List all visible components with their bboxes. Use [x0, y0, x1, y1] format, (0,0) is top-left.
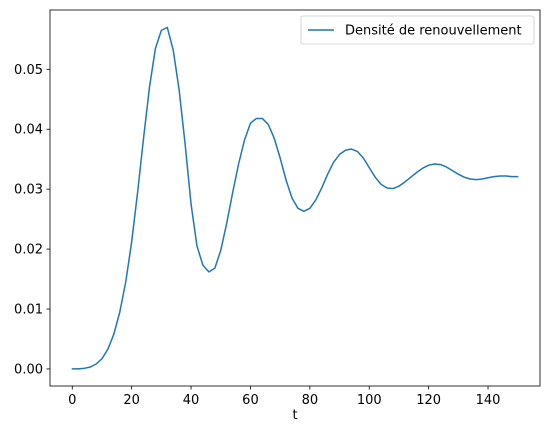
x-tick-label: 80 [302, 393, 319, 408]
x-tick-label: 140 [476, 393, 501, 408]
y-tick-label: 0.05 [14, 63, 43, 78]
x-tick-label: 120 [416, 393, 441, 408]
legend-entry-label: Densité de renouvellement [345, 24, 522, 39]
x-tick-label: 0 [68, 393, 76, 408]
axes-frame [49, 9, 541, 387]
y-tick-label: 0.03 [14, 183, 43, 198]
legend: Densité de renouvellement [300, 15, 535, 45]
y-axis-ticks: 0.00 0.01 0.02 0.03 0.04 0.05 [14, 63, 50, 377]
x-tick-label: 100 [357, 393, 382, 408]
legend-box [300, 15, 535, 45]
x-tick-label: 60 [242, 393, 259, 408]
x-axis-ticks: 0 20 40 60 80 100 120 140 [68, 386, 500, 408]
y-tick-label: 0.02 [14, 243, 43, 258]
y-tick-label: 0.00 [14, 362, 43, 377]
y-tick-label: 0.01 [14, 303, 43, 318]
plot-area [71, 26, 519, 370]
x-tick-label: 40 [183, 393, 200, 408]
x-axis-label: t [292, 408, 297, 423]
series-line [71, 26, 519, 370]
x-tick-label: 20 [123, 393, 140, 408]
y-tick-label: 0.04 [14, 123, 43, 138]
